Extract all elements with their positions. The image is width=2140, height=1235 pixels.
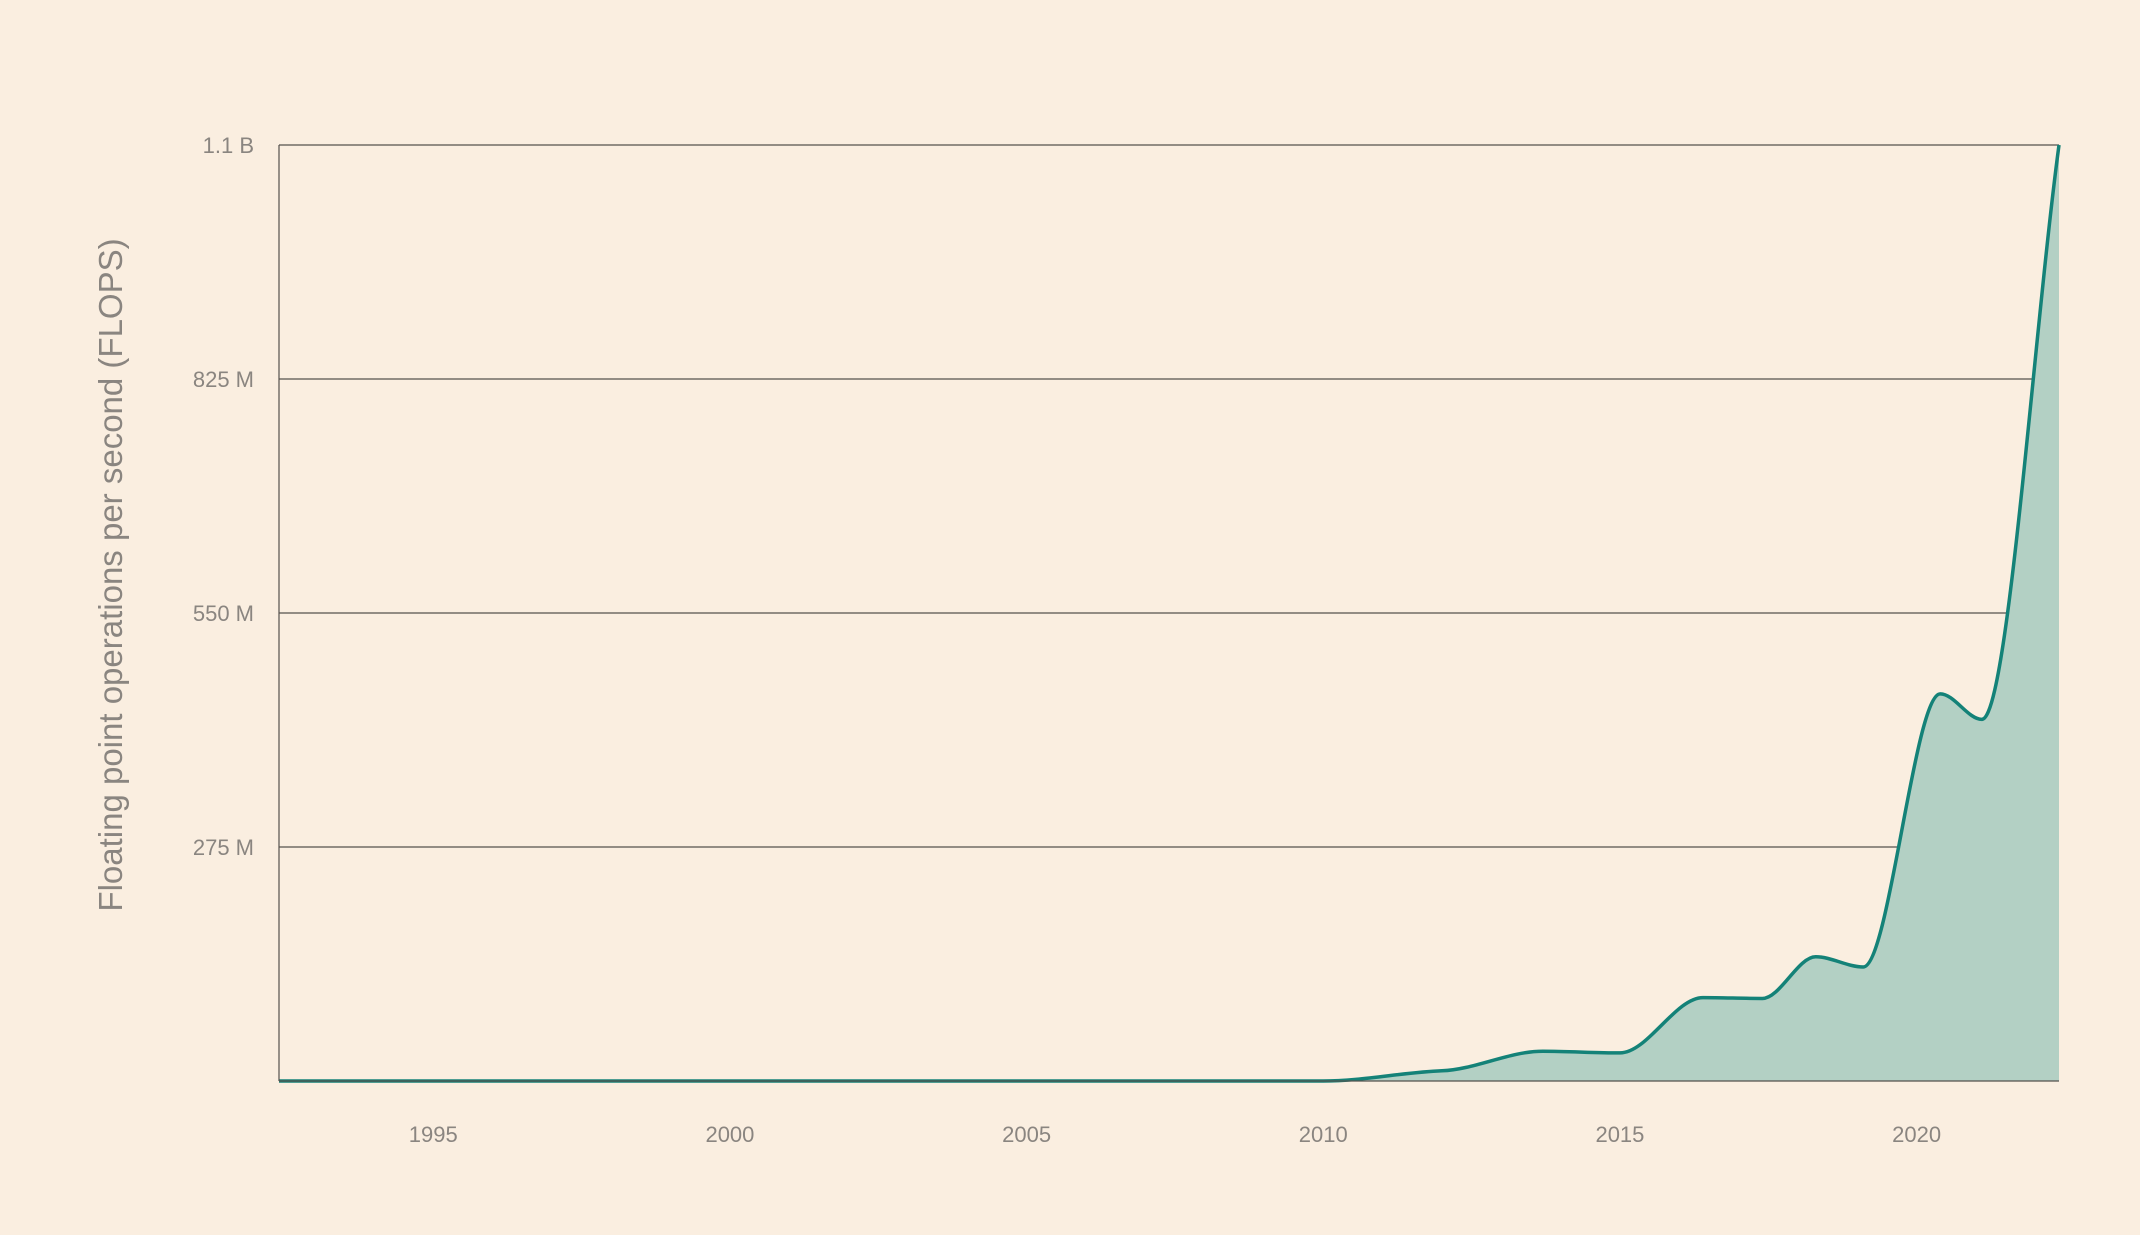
y-axis-title: Floating point operations per second (FL… [92, 238, 129, 911]
y-tick-label: 1.1 B [203, 133, 254, 158]
x-tick-label: 2005 [1002, 1122, 1051, 1147]
x-tick-label: 2020 [1892, 1122, 1941, 1147]
y-tick-label: 825 M [193, 367, 254, 392]
y-tick-label: 550 M [193, 601, 254, 626]
x-tick-label: 2010 [1299, 1122, 1348, 1147]
x-tick-label: 1995 [409, 1122, 458, 1147]
gridlines [279, 144, 2059, 848]
area-fill [279, 145, 2059, 1081]
axes [278, 145, 2059, 1082]
x-tick-label: 2000 [705, 1122, 754, 1147]
y-tick-label: 275 M [193, 835, 254, 860]
tick-labels: 275 M 550 M 825 M 1.1 B 1995 2000 2005 2010 2015… [193, 133, 1941, 1147]
x-tick-label: 2015 [1595, 1122, 1644, 1147]
